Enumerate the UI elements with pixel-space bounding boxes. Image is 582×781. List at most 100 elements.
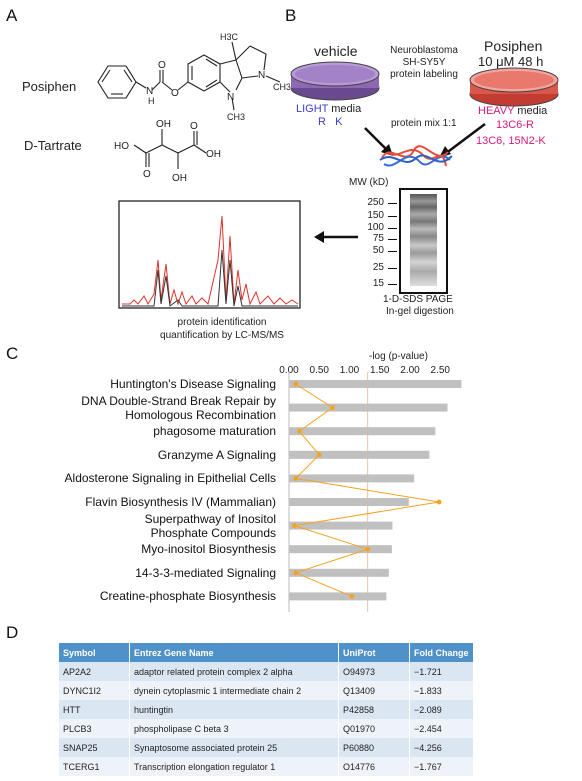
posiphen-h-atom: H [148,96,155,106]
ratio-point [293,570,299,576]
pathway-label: 14-3-3-mediated Signaling [135,565,276,580]
mw-marker: 15 [372,278,384,289]
pathway-chart [288,372,462,612]
cell-fold-change: −2.089 [409,700,474,719]
x-tick-label: 2.50 [430,365,450,376]
cell-fold-change: −2.454 [409,719,474,738]
cell-uniprot: Q13409 [338,681,410,700]
panel-letter-b: B [285,6,297,25]
ratio-point [365,546,371,552]
cell-symbol: HTT [59,700,130,719]
tartrate-o-top: O [190,121,198,132]
tartrate-ho-left: HO [114,141,129,152]
pathway-label: DNA Double-Strand Break Repair by Homolo… [81,393,276,422]
cell-symbol: DYNC1I2 [59,681,130,700]
pathway-label: Huntington's Disease Signaling [110,377,276,391]
sds-page-label: 1-D-SDS PAGE [383,294,453,305]
heavy-media-suffix: media [517,105,548,117]
panel-letter-c: C [6,344,19,363]
panel-letter-a: A [6,6,18,25]
gene-table-header: Symbol Entrez Gene Name UniProt Fold Cha… [59,643,474,662]
mw-label: MW (kD) [349,177,389,188]
header-gene-name: Entrez Gene Name [129,643,339,662]
pathway-label: Aldosterone Signaling in Epithelial Cell… [64,471,276,486]
pathway-label: Granzyme A Signaling [157,447,276,462]
chromatogram-arrow [314,231,358,243]
mw-marker-tick [388,251,397,252]
cell-gene-name: dynein cytoplasmic 1 intermediate chain … [129,681,339,700]
light-amino-acids: R K [318,116,343,128]
chart-xlabel: -log (p-value) [369,351,428,362]
mw-marker-tick [388,228,397,229]
pvalue-bar [289,521,393,530]
cell-gene-name: phospholipase C beta 3 [129,719,339,738]
mw-marker: 25 [372,262,384,273]
tartrate-label: D-Tartrate [24,138,82,153]
table-row: AP2A2 adaptor related protein complex 2 a… [59,662,474,681]
mw-marker-tick [388,216,397,217]
ratio-point [296,428,302,434]
mw-marker-tick [388,284,397,285]
cell-gene-name: Synaptosome associated protein 25 [129,738,339,757]
dose-label: 10 μM 48 h [478,54,544,69]
cell-fold-change: −1.721 [409,662,474,681]
x-tick-label: 1.00 [339,365,360,376]
mw-marker: 250 [367,197,384,208]
mw-marker-tick [388,203,397,204]
posiphen-h3c: H3C [220,32,239,42]
pvalue-bar [289,403,448,412]
protein-mix-icon [379,145,453,167]
digestion-label: In-gel digestion [386,306,454,317]
posiphen-carbonyl-o: O [158,60,166,71]
ratio-point [292,523,297,528]
mw-marker: 50 [372,245,384,256]
vehicle-label: vehicle [314,43,358,59]
pathway-label: Myo-inositol Biosynthesis [141,542,276,557]
cell-symbol: TCERG1 [59,757,130,776]
table-row: PLCB3 phospholipase C beta 3 Q01970 −2.454 [59,719,474,738]
x-tick-label: 0.50 [309,365,329,376]
heavy-media-label: HEAVY [478,105,515,117]
chart-xlabel-text: -log (p-value) [369,351,428,362]
gene-table: Symbol Entrez Gene Name UniProt Fold Cha… [59,643,474,776]
x-tick-label: 2.00 [400,365,420,376]
heavy-k-label: 13C6, 15N2-K [476,135,546,147]
pathway-label: Creatine-phosphate Biosynthesis [99,589,276,604]
heavy-r-label: 13C6-R [496,119,534,131]
mw-marker-tick [388,239,397,240]
lcms-label: protein identification quantification by… [160,317,284,341]
tartrate-oh-top: OH [156,119,171,130]
light-media-label: LIGHT [296,103,329,115]
pvalue-bar [289,427,436,436]
cell-uniprot: O94973 [338,662,410,681]
cell-uniprot: P60880 [338,738,410,757]
table-row: DYNC1I2 dynein cytoplasmic 1 intermediate… [59,681,474,700]
table-row: TCERG1 Transcription elongation regulator… [59,757,474,776]
pvalue-bar [289,498,409,506]
cell-fold-change: −1.767 [409,757,474,776]
posiphen-nh-atom: N [146,86,153,97]
cell-gene-name: huntingtin [129,700,339,719]
vehicle-dish-icon [290,61,380,101]
mw-marker: 75 [372,233,384,244]
pvalue-bar [289,545,392,554]
pvalue-bar [289,474,415,483]
cell-symbol: SNAP25 [59,738,130,757]
x-tick-label: 1.50 [370,365,390,376]
cell-symbol: PLCB3 [59,719,130,738]
cell-gene-name: adaptor related protein complex 2 alpha [129,662,339,681]
cell-uniprot: P42858 [338,700,410,719]
cell-uniprot: Q01970 [338,719,410,738]
pathway-label: Flavin Biosynthesis IV (Mammalian) [85,495,276,509]
ratio-point [293,476,299,481]
table-row: HTT huntingtin P42858 −2.089 [59,700,474,719]
tartrate-o-bottom: O [143,169,151,180]
mw-marker: 100 [367,222,384,233]
cell-fold-change: −4.256 [409,738,474,757]
posiphen-ch3-bottom: CH3 [227,112,245,122]
panel-letter-d: D [6,623,19,642]
ratio-point [349,594,355,599]
pvalue-bar [289,450,430,459]
pathway-label: phagosome maturation [153,424,276,439]
pathway-label: Superpathway of Inositol Phosphate Compo… [144,511,276,540]
